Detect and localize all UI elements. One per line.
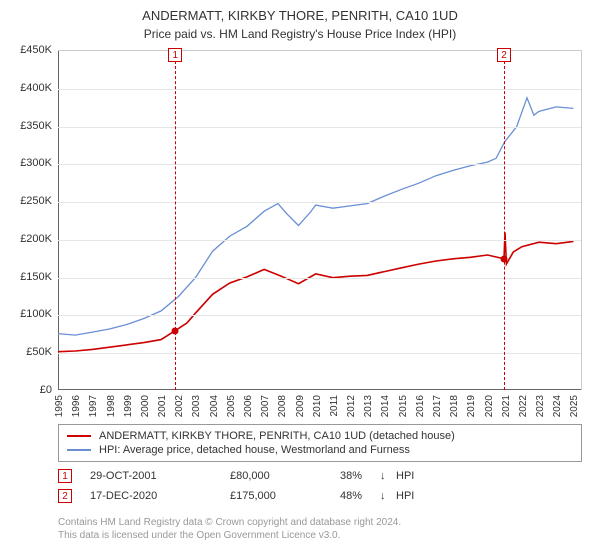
x-tick-label: 2001 <box>157 395 168 417</box>
x-tick-label: 2024 <box>552 395 563 417</box>
sale-dot <box>501 255 508 262</box>
grid-line <box>58 164 581 165</box>
y-tick-label: £0 <box>2 384 52 396</box>
legend-label: ANDERMATT, KIRKBY THORE, PENRITH, CA10 1… <box>99 430 455 442</box>
sale-vline <box>504 51 505 390</box>
x-tick-label: 2016 <box>415 395 426 417</box>
event-pct: 48% <box>340 490 380 502</box>
x-tick-label: 2014 <box>380 395 391 417</box>
credits-line-2: This data is licensed under the Open Gov… <box>58 529 401 542</box>
grid-line <box>58 202 581 203</box>
sale-vline <box>175 51 176 390</box>
down-arrow-icon: ↓ <box>380 470 396 482</box>
event-date: 17-DEC-2020 <box>90 490 230 502</box>
x-tick-label: 1999 <box>123 395 134 417</box>
y-tick-label: £450K <box>2 44 52 56</box>
x-tick-label: 2011 <box>329 395 340 417</box>
x-tick-label: 1997 <box>88 395 99 417</box>
x-tick-label: 2018 <box>449 395 460 417</box>
y-tick-label: £400K <box>2 82 52 94</box>
x-tick-label: 2005 <box>226 395 237 417</box>
credits: Contains HM Land Registry data © Crown c… <box>58 516 401 542</box>
event-tag: HPI <box>396 490 414 502</box>
event-row: 1 29-OCT-2001£80,00038%↓HPI <box>58 466 582 486</box>
x-tick-label: 2025 <box>569 395 580 417</box>
x-tick-label: 2015 <box>398 395 409 417</box>
grid-line <box>58 278 581 279</box>
y-tick-label: £100K <box>2 308 52 320</box>
x-tick-label: 2007 <box>260 395 271 417</box>
x-tick-label: 2017 <box>432 395 443 417</box>
event-date: 29-OCT-2001 <box>90 470 230 482</box>
chart-subtitle: Price paid vs. HM Land Registry's House … <box>0 23 600 49</box>
x-tick-label: 2022 <box>518 395 529 417</box>
grid-line <box>58 353 581 354</box>
x-tick-label: 2008 <box>277 395 288 417</box>
x-tick-label: 2009 <box>295 395 306 417</box>
x-tick-label: 2000 <box>140 395 151 417</box>
grid-line <box>58 315 581 316</box>
event-tag: HPI <box>396 470 414 482</box>
y-tick-label: £350K <box>2 120 52 132</box>
x-tick-label: 2010 <box>312 395 323 417</box>
series-line-property <box>58 232 573 351</box>
credits-line-1: Contains HM Land Registry data © Crown c… <box>58 516 401 529</box>
sale-dot <box>172 327 179 334</box>
y-tick-label: £250K <box>2 195 52 207</box>
series-line-hpi <box>58 98 573 335</box>
x-tick-label: 1996 <box>71 395 82 417</box>
x-tick-label: 2019 <box>466 395 477 417</box>
x-tick-label: 1998 <box>106 395 117 417</box>
legend: ANDERMATT, KIRKBY THORE, PENRITH, CA10 1… <box>58 424 582 462</box>
y-tick-label: £150K <box>2 271 52 283</box>
event-price: £175,000 <box>230 490 340 502</box>
y-tick-label: £50K <box>2 346 52 358</box>
sale-events: 1 29-OCT-2001£80,00038%↓HPI 2 17-DEC-2020£1… <box>58 466 582 506</box>
legend-label: HPI: Average price, detached house, West… <box>99 444 410 456</box>
event-row: 2 17-DEC-2020£175,00048%↓HPI <box>58 486 582 506</box>
x-tick-label: 2020 <box>484 395 495 417</box>
x-tick-label: 2006 <box>243 395 254 417</box>
legend-swatch <box>67 449 91 451</box>
chart-title: ANDERMATT, KIRKBY THORE, PENRITH, CA10 1… <box>0 0 600 23</box>
x-tick-label: 2013 <box>363 395 374 417</box>
x-tick-label: 2012 <box>346 395 357 417</box>
y-tick-label: £200K <box>2 233 52 245</box>
sale-marker-box: 1 <box>168 48 182 62</box>
y-tick-label: £300K <box>2 157 52 169</box>
x-tick-label: 2021 <box>501 395 512 417</box>
x-tick-label: 1995 <box>54 395 65 417</box>
chart-container: ANDERMATT, KIRKBY THORE, PENRITH, CA10 1… <box>0 0 600 560</box>
legend-swatch <box>67 435 91 437</box>
legend-item: ANDERMATT, KIRKBY THORE, PENRITH, CA10 1… <box>67 429 573 443</box>
event-index-box: 2 <box>58 489 72 503</box>
event-index-box: 1 <box>58 469 72 483</box>
event-pct: 38% <box>340 470 380 482</box>
x-tick-label: 2003 <box>191 395 202 417</box>
grid-line <box>58 240 581 241</box>
sale-marker-box: 2 <box>497 48 511 62</box>
event-price: £80,000 <box>230 470 340 482</box>
x-tick-label: 2004 <box>209 395 220 417</box>
x-tick-label: 2002 <box>174 395 185 417</box>
plot-area: 12 £0£50K£100K£150K£200K£250K£300K£350K£… <box>58 50 582 390</box>
grid-line <box>58 127 581 128</box>
grid-line <box>58 89 581 90</box>
down-arrow-icon: ↓ <box>380 490 396 502</box>
legend-item: HPI: Average price, detached house, West… <box>67 443 573 457</box>
x-tick-label: 2023 <box>535 395 546 417</box>
